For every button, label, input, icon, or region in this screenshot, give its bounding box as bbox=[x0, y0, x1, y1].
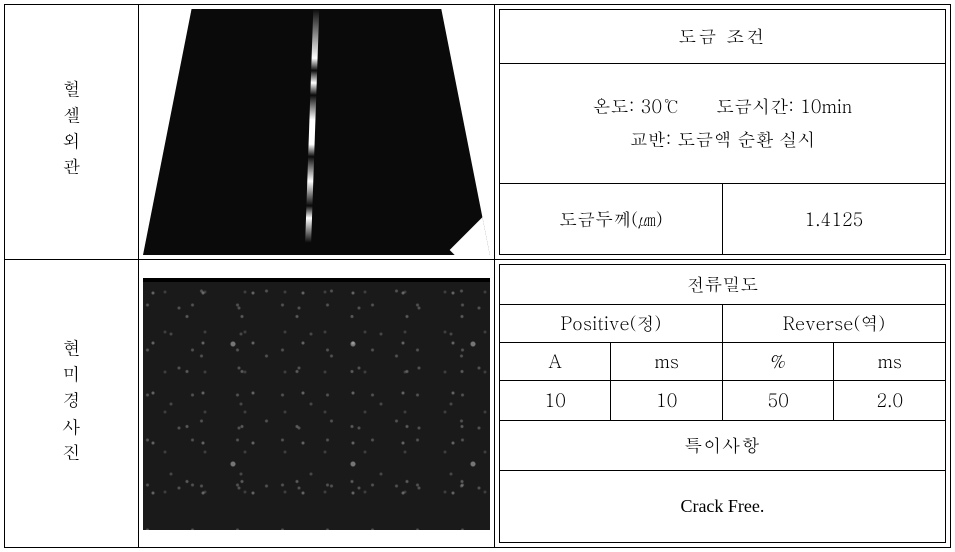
conditions-body: 온도: 30℃ 도금시간: 10min 교반: 도금액 순환 실시 bbox=[499, 64, 945, 184]
thickness-value: 1.4125 bbox=[722, 184, 945, 255]
reverse-val-pct: 50 bbox=[722, 381, 834, 421]
experiment-record-table: 헐셀외관 도금 조건 온도: 30℃ 도금시간: 10min 교반: 도금액 순… bbox=[4, 4, 951, 548]
positive-unit-a: A bbox=[499, 343, 611, 381]
hull-cell-image bbox=[143, 9, 490, 255]
plating-conditions-cell: 도금 조건 온도: 30℃ 도금시간: 10min 교반: 도금액 순환 실시 … bbox=[494, 5, 950, 260]
current-density-cell: 전류밀도 Positive(정) Reverse(역) A ms % ms 10… bbox=[494, 260, 950, 548]
conditions-title: 도금 조건 bbox=[499, 10, 945, 64]
microscope-image bbox=[143, 278, 490, 530]
hull-cell-appearance-label: 헐셀외관 bbox=[5, 5, 139, 260]
positive-unit-ms: ms bbox=[611, 343, 723, 381]
conditions-line1: 온도: 30℃ 도금시간: 10min bbox=[506, 91, 939, 123]
thickness-label: 도금두께(㎛) bbox=[499, 184, 722, 255]
reverse-header: Reverse(역) bbox=[722, 305, 945, 343]
microscope-photo-label: 현미경사진 bbox=[5, 260, 139, 548]
current-density-title: 전류밀도 bbox=[499, 265, 945, 305]
positive-val-a: 10 bbox=[499, 381, 611, 421]
reverse-unit-ms: ms bbox=[834, 343, 946, 381]
microscope-image-cell bbox=[139, 260, 495, 548]
conditions-line2: 교반: 도금액 순환 실시 bbox=[506, 124, 939, 156]
conditions-inner-table: 도금 조건 온도: 30℃ 도금시간: 10min 교반: 도금액 순환 실시 … bbox=[499, 9, 946, 255]
hull-cell-image-cell bbox=[139, 5, 495, 260]
density-inner-table: 전류밀도 Positive(정) Reverse(역) A ms % ms 10… bbox=[499, 264, 946, 543]
reverse-val-ms: 2.0 bbox=[834, 381, 946, 421]
remarks-title: 특이사항 bbox=[499, 421, 945, 471]
remarks-body: Crack Free. bbox=[499, 471, 945, 543]
positive-val-ms: 10 bbox=[611, 381, 723, 421]
reverse-unit-pct: % bbox=[722, 343, 834, 381]
positive-header: Positive(정) bbox=[499, 305, 722, 343]
